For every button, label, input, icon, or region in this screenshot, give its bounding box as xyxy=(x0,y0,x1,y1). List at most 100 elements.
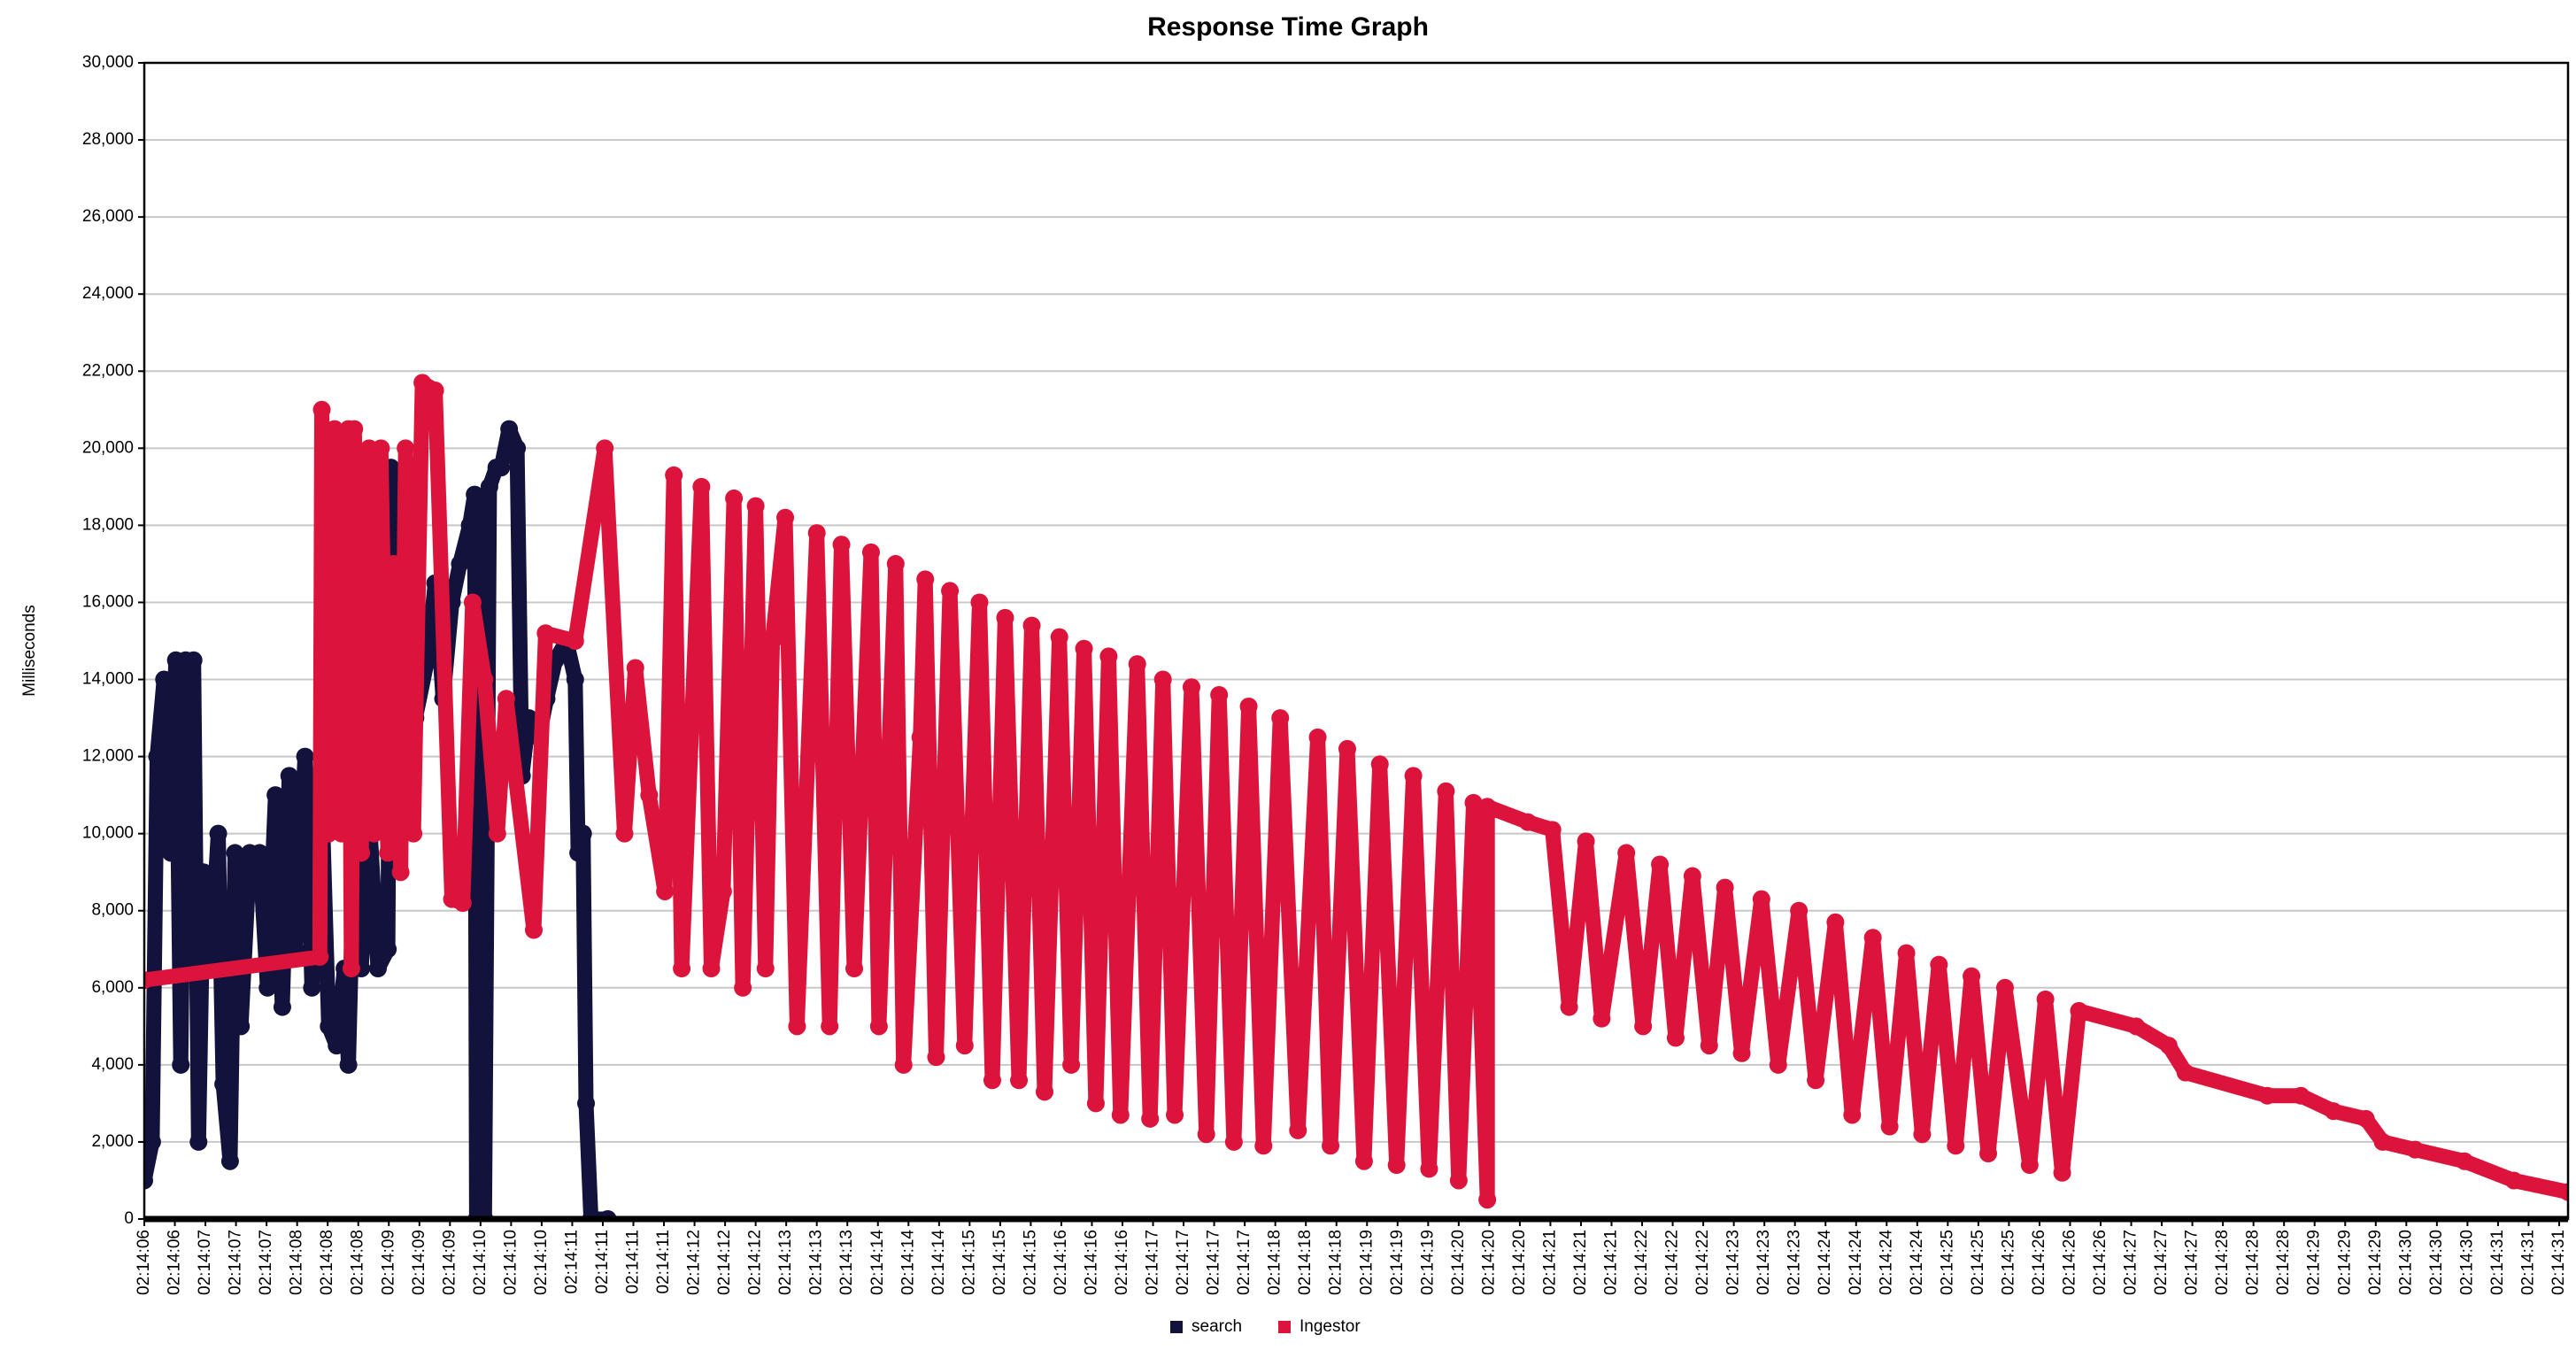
data-point xyxy=(1979,1144,1998,1162)
data-point xyxy=(426,382,444,400)
legend-swatch xyxy=(1278,1321,1291,1333)
x-tick-label: 02:14:10 xyxy=(471,1230,490,1295)
x-tick-label: 02:14:29 xyxy=(2305,1230,2324,1295)
x-tick-label: 02:14:17 xyxy=(1174,1230,1192,1295)
series xyxy=(144,374,2568,1209)
x-tick-label: 02:14:23 xyxy=(1724,1230,1743,1295)
x-tick-label: 02:14:19 xyxy=(1388,1230,1407,1295)
plot-area xyxy=(144,374,2568,1219)
x-tick-label: 02:14:24 xyxy=(1816,1230,1834,1295)
x-tick-label: 02:14:21 xyxy=(1571,1230,1590,1295)
data-point xyxy=(1843,1106,1862,1124)
data-point xyxy=(508,439,527,458)
data-point xyxy=(869,1017,888,1036)
data-point xyxy=(927,1048,945,1067)
data-point xyxy=(2373,1132,2392,1151)
data-point xyxy=(1354,1152,1373,1170)
x-tick-label: 02:14:28 xyxy=(2274,1230,2293,1295)
y-tick-label: 30,000 xyxy=(82,53,134,72)
data-point xyxy=(1543,821,1562,839)
data-point xyxy=(1478,798,1497,816)
data-point xyxy=(1930,955,1948,974)
data-point xyxy=(996,608,1014,627)
data-point xyxy=(273,998,291,1016)
x-tick-label: 02:14:07 xyxy=(227,1230,245,1295)
data-point xyxy=(1464,793,1483,812)
x-tick-label: 02:14:20 xyxy=(1479,1230,1498,1295)
data-point xyxy=(379,844,397,862)
data-point xyxy=(2406,1140,2425,1159)
data-point xyxy=(1322,1137,1340,1155)
x-tick-label: 02:14:29 xyxy=(2335,1230,2354,1295)
data-point xyxy=(384,554,403,573)
data-point xyxy=(1478,1191,1497,1209)
x-tick-label: 02:14:06 xyxy=(166,1230,184,1295)
x-tick-label: 02:14:19 xyxy=(1357,1230,1376,1295)
data-point xyxy=(2324,1102,2342,1121)
data-point xyxy=(1863,929,1882,947)
x-tick-label: 02:14:20 xyxy=(1510,1230,1529,1295)
x-tick-label: 02:14:25 xyxy=(1938,1230,1956,1295)
data-point xyxy=(776,508,795,527)
x-tick-label: 02:14:24 xyxy=(1847,1230,1865,1295)
x-tick-label: 02:14:08 xyxy=(288,1230,306,1295)
data-point xyxy=(1308,728,1327,746)
data-point xyxy=(144,971,153,990)
data-point xyxy=(189,1132,208,1151)
data-point xyxy=(1634,1017,1653,1036)
data-point xyxy=(251,844,269,862)
data-point xyxy=(397,439,415,458)
x-tick-label: 02:14:11 xyxy=(593,1230,612,1294)
y-tick-label: 16,000 xyxy=(82,592,134,611)
y-tick-label: 8,000 xyxy=(91,901,134,920)
data-point xyxy=(894,1055,913,1074)
x-tick-label: 02:14:21 xyxy=(1602,1230,1621,1295)
x-tick-label: 02:14:09 xyxy=(440,1230,459,1295)
data-point xyxy=(1826,913,1845,931)
data-point xyxy=(1995,978,2014,997)
data-point xyxy=(1913,1125,1932,1144)
data-point xyxy=(332,824,351,843)
data-point xyxy=(692,477,711,496)
data-point xyxy=(460,516,479,535)
x-tick-label: 02:14:07 xyxy=(196,1230,214,1295)
x-tick-label: 02:14:15 xyxy=(991,1230,1009,1295)
x-tick-label: 02:14:28 xyxy=(2213,1230,2232,1295)
data-point xyxy=(2159,1037,2178,1055)
x-tick-label: 02:14:06 xyxy=(135,1230,153,1295)
data-point xyxy=(524,921,543,939)
data-point xyxy=(148,747,166,766)
data-point xyxy=(162,844,181,862)
x-tick-label: 02:14:25 xyxy=(1999,1230,2017,1295)
data-point xyxy=(916,570,935,589)
x-tick-label: 02:14:23 xyxy=(1755,1230,1773,1295)
data-point xyxy=(328,1037,346,1055)
data-point xyxy=(325,420,343,438)
y-tick-label: 10,000 xyxy=(82,824,134,843)
data-point xyxy=(569,844,588,862)
x-tick-label: 02:14:24 xyxy=(1877,1230,1895,1295)
data-point xyxy=(492,459,511,477)
y-tick-label: 0 xyxy=(124,1209,134,1228)
data-point xyxy=(626,659,644,677)
x-tick-label: 02:14:23 xyxy=(1785,1230,1804,1295)
x-tick-label: 02:14:09 xyxy=(379,1230,397,1295)
x-tick-label: 02:14:22 xyxy=(1693,1230,1712,1295)
x-tick-label: 02:14:26 xyxy=(2060,1230,2079,1295)
data-point xyxy=(821,1017,839,1036)
data-point xyxy=(734,978,752,997)
data-point xyxy=(640,786,659,805)
data-point xyxy=(807,524,826,543)
data-point xyxy=(266,786,285,805)
y-tick-label: 28,000 xyxy=(82,130,134,149)
x-tick-label: 02:14:20 xyxy=(1449,1230,1468,1295)
data-point xyxy=(214,1075,233,1093)
data-point xyxy=(1420,1160,1438,1178)
y-tick-label: 6,000 xyxy=(91,978,134,997)
data-point xyxy=(1617,844,1636,862)
y-tick-label: 26,000 xyxy=(82,207,134,226)
chart-title: Response Time Graph xyxy=(1147,12,1429,42)
data-point xyxy=(1128,655,1146,674)
x-tick-label: 02:14:12 xyxy=(715,1230,734,1295)
data-point xyxy=(194,863,212,882)
